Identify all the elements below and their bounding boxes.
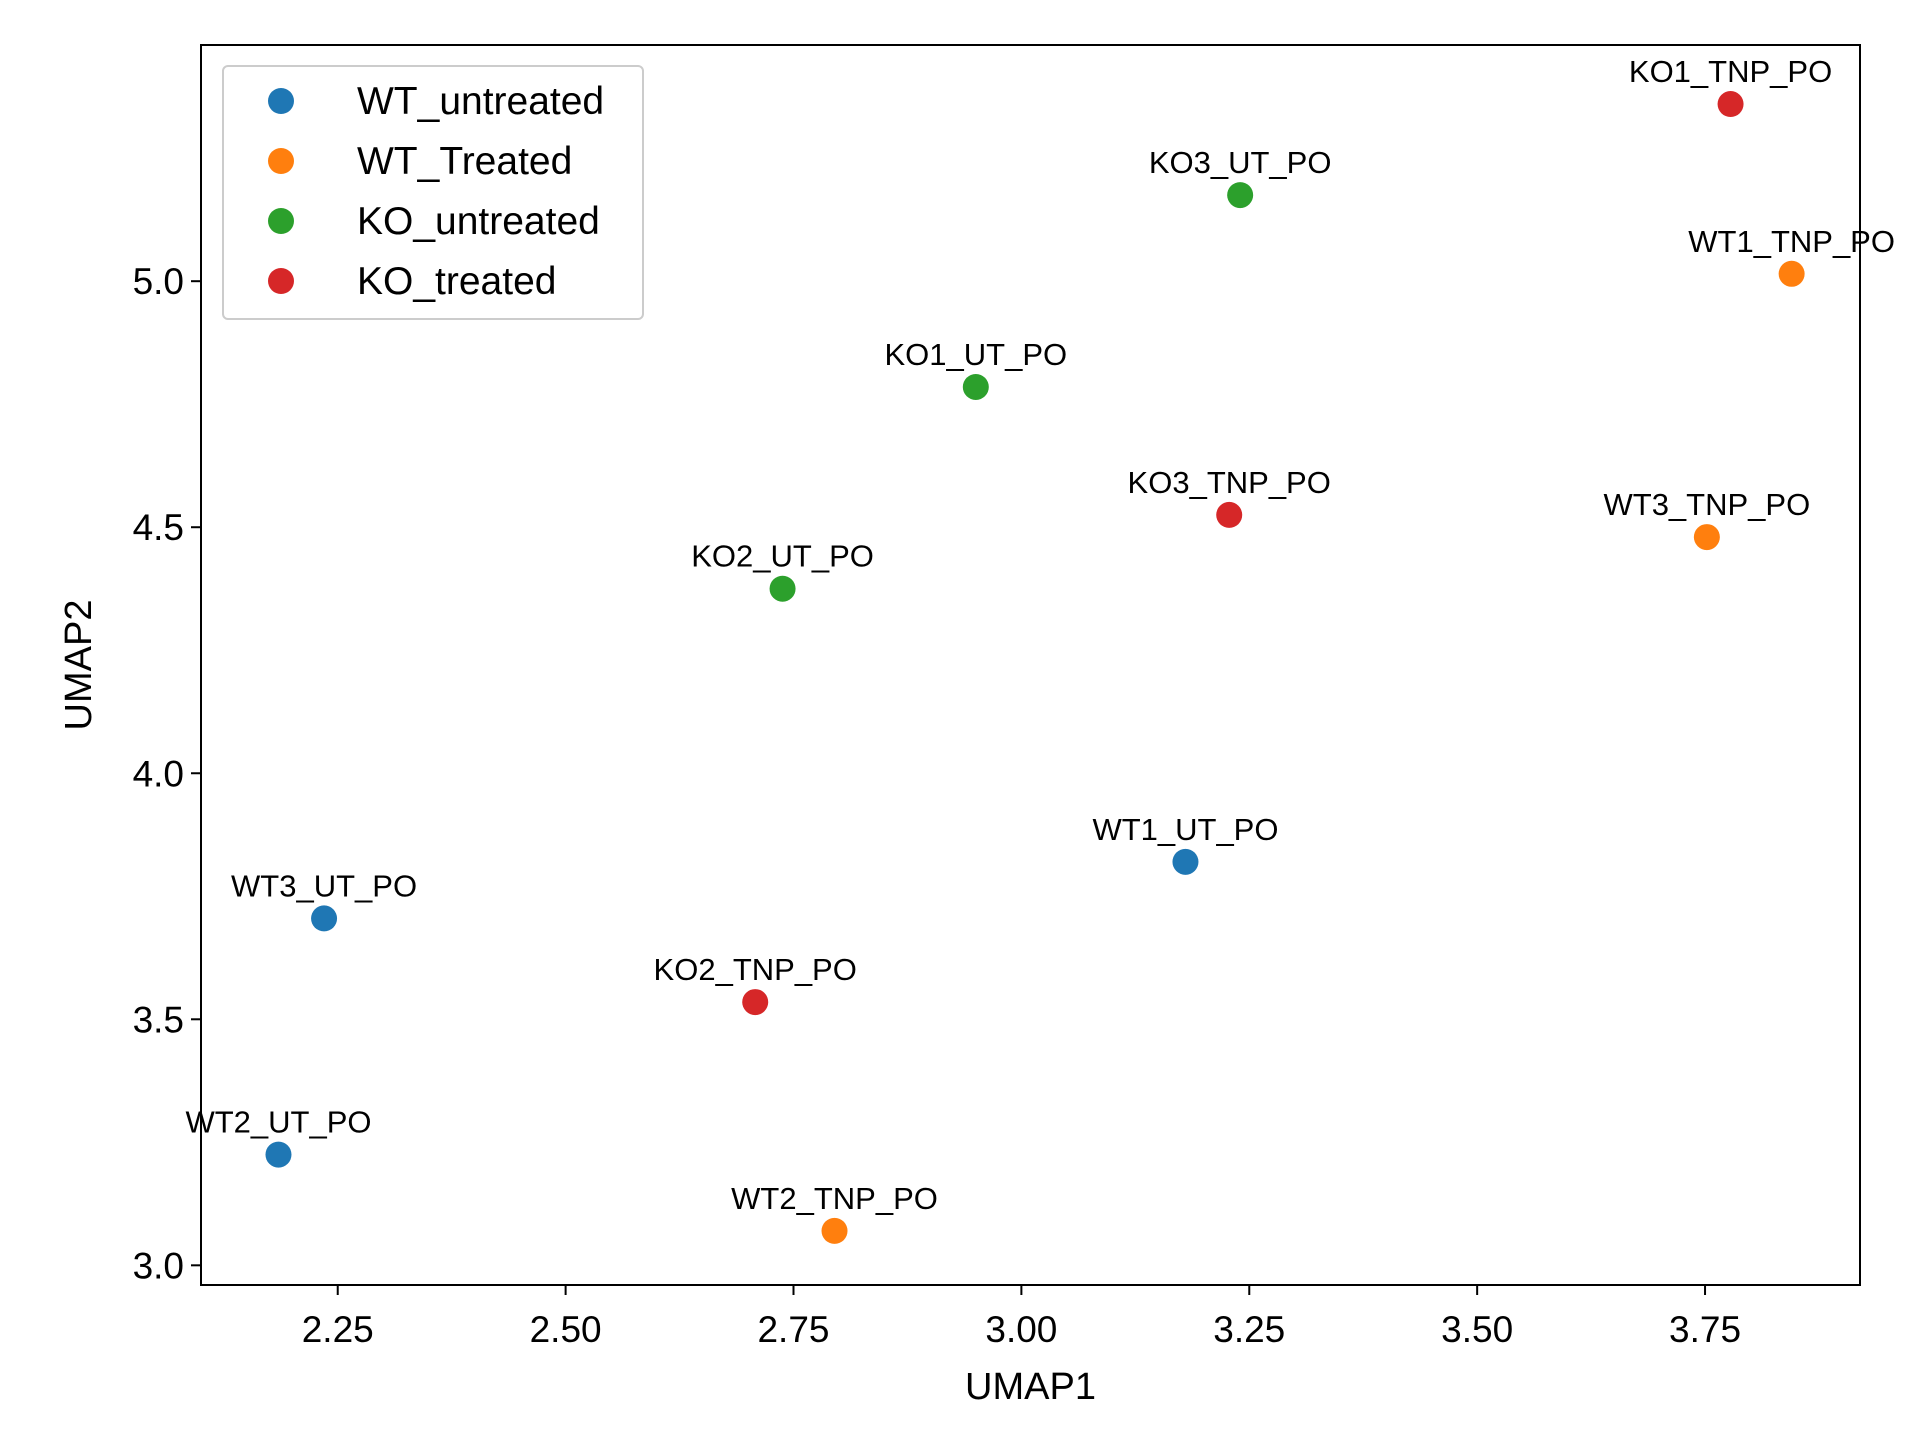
scatter-point-ko3-tnp-po	[1216, 501, 1243, 528]
x-tick-label: 2.25	[302, 1309, 374, 1350]
scatter-point-ko2-ut-po	[769, 575, 796, 602]
legend-items: WT_untreated WT_Treated KO_untreated KO_tre…	[268, 80, 604, 303]
ticks-layer: 2.25 2.50 2.75 3.00 3.25 3.50 3.75 3.0 3.5 4.0 4.5…	[133, 261, 1741, 1350]
point-label: KO2_TNP_PO	[654, 952, 857, 987]
scatter-point-wt1-ut-po	[1172, 848, 1199, 875]
point-label: KO1_UT_PO	[884, 337, 1067, 372]
scatter-point-ko3-ut-po	[1227, 182, 1254, 209]
point-label: WT2_TNP_PO	[731, 1181, 938, 1216]
points-layer	[265, 91, 1805, 1244]
y-axis-label: UMAP2	[58, 600, 100, 731]
scatter-point-wt2-ut-po	[265, 1141, 292, 1168]
legend-frame	[222, 65, 644, 320]
y-tick-label: 4.5	[133, 507, 184, 548]
plot-frame	[200, 44, 1861, 1286]
point-label: WT3_UT_PO	[231, 868, 417, 903]
legend-label: KO_untreated	[357, 200, 600, 243]
point-label: KO3_TNP_PO	[1128, 465, 1331, 500]
x-tick-label: 2.50	[530, 1309, 602, 1350]
x-tick-label: 3.00	[985, 1309, 1057, 1350]
y-tick-label: 3.5	[133, 999, 184, 1040]
point-label: WT2_UT_PO	[185, 1105, 371, 1140]
point-label: KO1_TNP_PO	[1629, 54, 1832, 89]
x-tick-label: 3.50	[1441, 1309, 1513, 1350]
scatter-point-ko1-tnp-po	[1717, 91, 1744, 118]
point-label: KO2_UT_PO	[691, 539, 874, 574]
legend: WT_untreated WT_Treated KO_untreated KO_tre…	[222, 65, 644, 320]
x-tick-label: 3.25	[1213, 1309, 1285, 1350]
scatter-point-wt1-tnp-po	[1778, 260, 1805, 287]
point-label: WT1_UT_PO	[1092, 812, 1278, 847]
legend-marker	[268, 88, 294, 114]
point-labels-layer: WT1_UT_PO WT2_UT_PO WT3_UT_PO WT1_TNP_PO WT2…	[185, 54, 1895, 1216]
legend-label: WT_Treated	[357, 140, 572, 183]
legend-label: WT_untreated	[357, 80, 604, 123]
legend-label: KO_treated	[357, 260, 556, 303]
scatter-point-wt3-tnp-po	[1693, 524, 1720, 551]
scatter-point-ko1-ut-po	[962, 373, 989, 400]
x-tick-label: 3.75	[1669, 1309, 1741, 1350]
point-label: WT1_TNP_PO	[1688, 224, 1895, 259]
y-tick-label: 4.0	[133, 753, 184, 794]
legend-marker	[268, 208, 294, 234]
y-tick-label: 5.0	[133, 261, 184, 302]
scatter-point-wt3-ut-po	[311, 905, 338, 932]
point-label: WT3_TNP_PO	[1604, 487, 1811, 522]
point-label: KO3_UT_PO	[1149, 145, 1332, 180]
scatter-point-wt2-tnp-po	[821, 1217, 848, 1244]
x-axis-label: UMAP1	[965, 1366, 1096, 1408]
legend-marker	[268, 268, 294, 294]
legend-marker	[268, 148, 294, 174]
y-tick-label: 3.0	[133, 1245, 184, 1286]
scatter-point-ko2-tnp-po	[742, 989, 769, 1016]
x-tick-label: 2.75	[757, 1309, 829, 1350]
